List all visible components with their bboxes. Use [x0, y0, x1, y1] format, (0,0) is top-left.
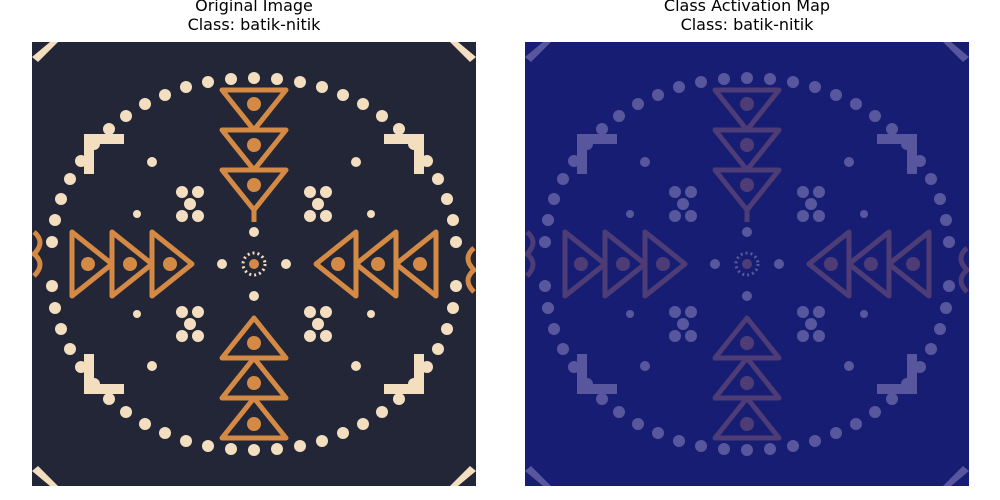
class-activation-map-panel: Class Activation Map Class: batik-nitik: [525, 0, 969, 500]
heatmap-overlay-image: [525, 42, 969, 486]
panel-title-class: Class: batik-nitik: [680, 15, 814, 34]
original-image: [32, 42, 476, 486]
batik-pattern-image: [32, 42, 476, 486]
panel-title-line1: Class Activation Map: [663, 0, 831, 15]
class-activation-map-image: [525, 42, 969, 486]
panel-title-line1: Original Image: [195, 0, 313, 15]
panel-title: Class Activation Map Class: batik-nitik: [525, 0, 969, 34]
panel-title-class: Class: batik-nitik: [187, 15, 321, 34]
panel-title: Original Image Class: batik-nitik: [32, 0, 476, 34]
original-image-panel: Original Image Class: batik-nitik: [32, 0, 476, 500]
